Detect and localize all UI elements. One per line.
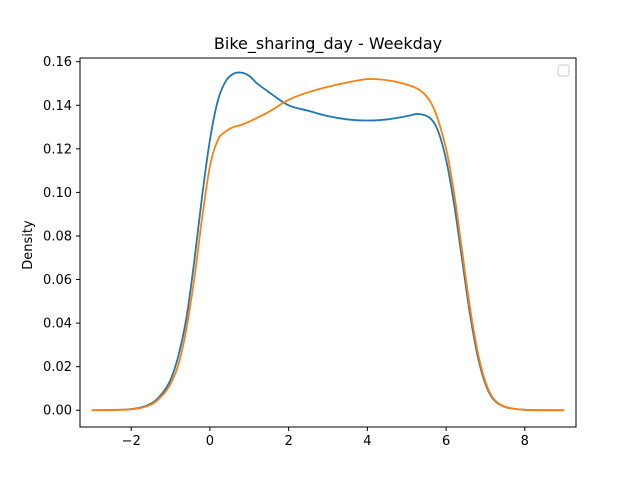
chart-title: Bike_sharing_day - Weekday [214, 34, 442, 54]
y-tick-label: 0.08 [43, 229, 72, 244]
y-tick-label: 0.14 [43, 99, 72, 114]
y-tick-label: 0.12 [43, 142, 72, 157]
x-tick-label: −2 [122, 434, 141, 449]
x-tick-label: 8 [521, 434, 529, 449]
x-tick-label: 6 [442, 434, 450, 449]
plot-area [91, 71, 565, 412]
x-tick-label: 2 [284, 434, 292, 449]
plot-frame [79, 57, 577, 428]
x-tick-label: 0 [206, 434, 214, 449]
axis-ticks: −2 0 2 4 6 8 0.00 0.02 0.04 0.06 0.08 0.10 0.12 0.14 0… [43, 55, 529, 449]
series-2-line [91, 78, 565, 412]
series-1-line [91, 71, 565, 412]
y-tick-label: 0.00 [43, 404, 72, 419]
y-axis-label: Density [21, 220, 36, 270]
y-tick-label: 0.06 [43, 273, 72, 288]
x-tick-label: 4 [363, 434, 371, 449]
y-tick-label: 0.10 [43, 186, 72, 201]
y-tick-label: 0.04 [43, 317, 72, 332]
y-tick-label: 0.02 [43, 360, 72, 375]
legend-box [557, 64, 570, 77]
y-tick-label: 0.16 [43, 55, 72, 70]
